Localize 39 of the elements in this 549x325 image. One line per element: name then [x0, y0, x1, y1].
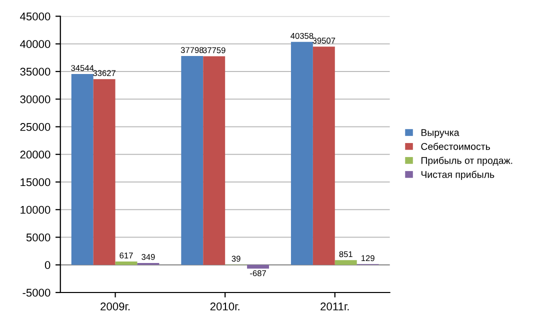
x-tick-label: 2009г.: [100, 302, 130, 310]
y-tick-label: 35000: [20, 68, 50, 76]
bar: [334, 260, 357, 265]
data-label: 617: [120, 252, 133, 258]
y-tick-label: 40000: [20, 40, 50, 48]
data-label: 349: [142, 254, 155, 260]
data-label: 851: [339, 251, 352, 258]
data-label: 129: [362, 255, 374, 262]
y-tick-label: 30000: [20, 95, 50, 104]
legend-label: Прибыль от продаж.: [421, 156, 512, 166]
y-tick-label: 5000: [26, 234, 50, 242]
data-label: 37798: [180, 47, 204, 54]
legend-label: Чистая прибыль: [421, 170, 494, 180]
data-label: 40358: [290, 32, 314, 39]
bar: [312, 46, 335, 265]
bar: [115, 261, 138, 265]
bar: [290, 42, 313, 265]
y-tick-label: 15000: [20, 178, 50, 186]
x-tick-label: 2010г.: [210, 302, 240, 310]
legend-label: Выручка: [421, 129, 460, 138]
y-tick-label: 20000: [20, 150, 50, 159]
data-label: 39507: [312, 38, 336, 44]
y-tick-label: 25000: [20, 123, 50, 131]
bar: [71, 74, 94, 265]
data-label: 37759: [202, 47, 226, 54]
data-label: 34544: [71, 65, 94, 71]
y-tick-label: 10000: [20, 206, 50, 214]
bar: [93, 79, 116, 265]
legend-label: Себестоимость: [421, 142, 490, 150]
bar: [247, 264, 270, 269]
x-tick-label: 2011г.: [320, 302, 349, 310]
y-tick-label: -5000: [22, 288, 50, 297]
data-label: 33627: [93, 70, 116, 76]
data-label: -687: [250, 270, 266, 276]
bar: [181, 56, 204, 265]
bar: [203, 56, 226, 265]
y-tick-label: 45000: [20, 12, 50, 20]
data-label: 39: [232, 256, 240, 262]
y-tick-label: 0: [44, 261, 50, 270]
